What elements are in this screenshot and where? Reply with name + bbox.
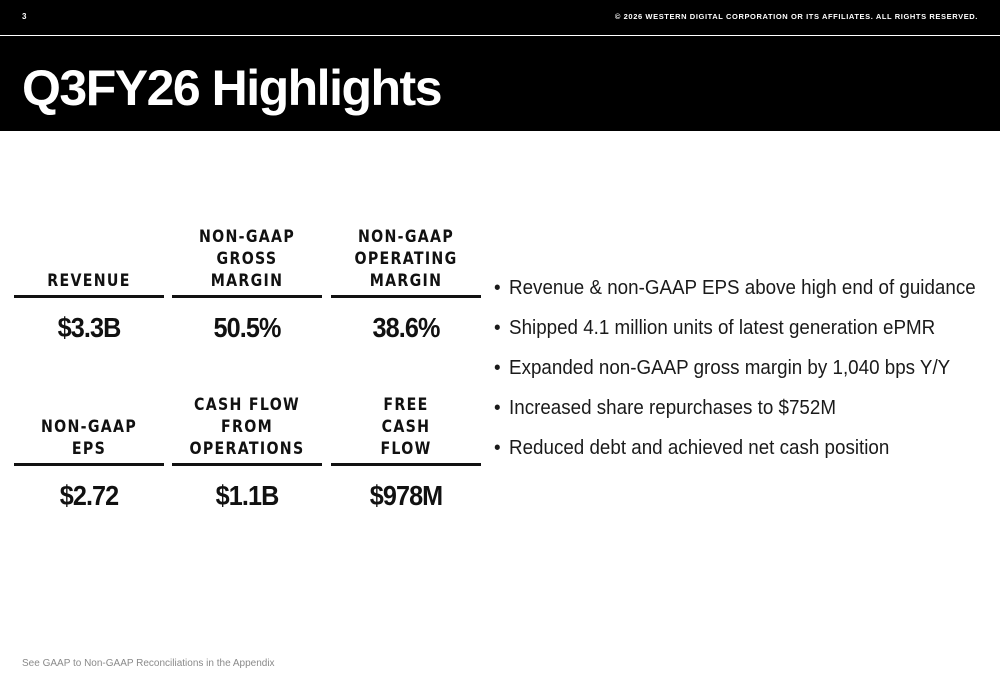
header-bar: 3 © 2026 WESTERN DIGITAL CORPORATION OR …	[0, 0, 1000, 131]
metric-divider	[331, 463, 481, 466]
highlights-list: • Revenue & non-GAAP EPS above high end o…	[494, 268, 1000, 468]
list-item: • Reduced debt and achieved net cash posi…	[494, 428, 976, 468]
bullet-icon: •	[494, 437, 501, 459]
metric-value: 50.5%	[213, 312, 282, 343]
list-item: • Shipped 4.1 million units of latest gen…	[494, 308, 976, 348]
metric-divider	[331, 295, 481, 298]
metric-divider	[172, 295, 322, 298]
copyright-notice: © 2026 WESTERN DIGITAL CORPORATION OR IT…	[614, 12, 978, 21]
page-number: 3	[22, 12, 27, 21]
metric-divider	[14, 463, 164, 466]
metric-divider	[14, 295, 164, 298]
metric-label: NON-GAAP EPS	[40, 417, 138, 458]
page-title: Q3FY26 Highlights	[22, 60, 443, 116]
metric-value: $978M	[369, 480, 443, 511]
bullet-icon: •	[494, 397, 501, 419]
metric-divider	[172, 463, 322, 466]
metric-value: $1.1B	[215, 480, 280, 511]
bullet-icon: •	[494, 317, 501, 339]
metric-label: CASH FLOW FROM OPERATIONS	[189, 395, 305, 458]
list-item: • Revenue & non-GAAP EPS above high end o…	[494, 268, 976, 308]
metric-value: 38.6%	[372, 312, 441, 343]
metric-value: $2.72	[59, 480, 119, 511]
footnote: See GAAP to Non-GAAP Reconciliations in …	[22, 658, 275, 669]
metric-label: NON-GAAP GROSS MARGIN	[198, 227, 296, 290]
metric-label: NON-GAAP OPERATING MARGIN	[354, 227, 458, 290]
metric-label: FREE CASH FLOW	[380, 395, 432, 458]
bullet-icon: •	[494, 277, 501, 299]
metric-label: REVENUE	[47, 271, 131, 290]
bullet-icon: •	[494, 357, 501, 379]
header-divider	[0, 35, 1000, 36]
metric-value: $3.3B	[57, 312, 122, 343]
list-item: • Expanded non-GAAP gross margin by 1,040…	[494, 348, 976, 388]
list-item: • Increased share repurchases to $752M	[494, 388, 976, 428]
